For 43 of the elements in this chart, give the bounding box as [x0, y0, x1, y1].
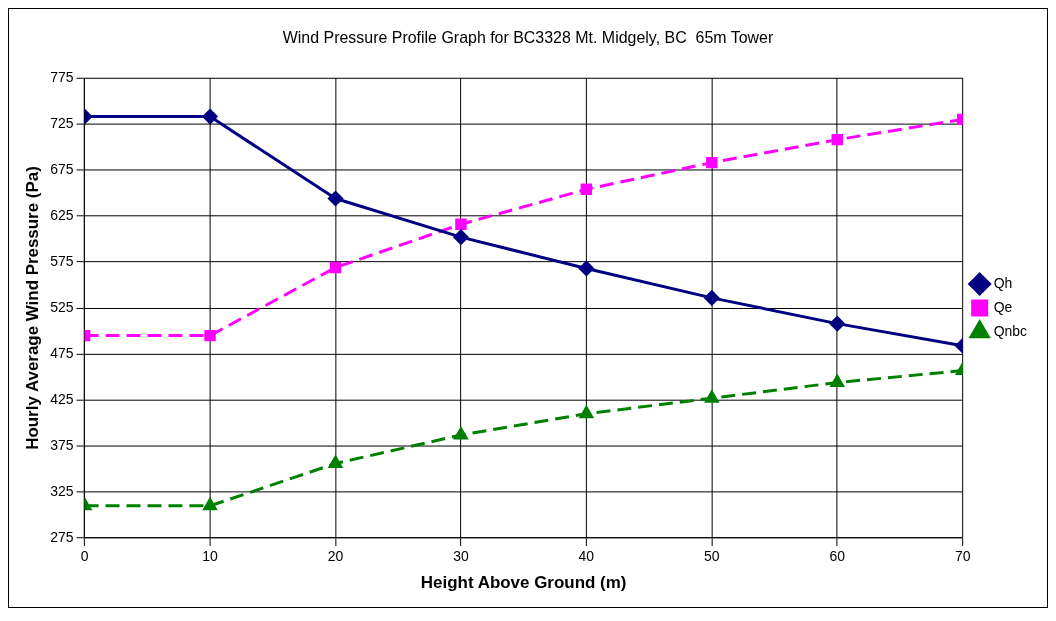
legend-label: Qe [993, 298, 1013, 315]
point [579, 406, 594, 419]
y-tick-label: 725 [50, 114, 74, 131]
x-tick-label: 0 [80, 548, 89, 565]
x-tick-label: 40 [578, 548, 595, 565]
point [829, 316, 845, 332]
point [831, 133, 843, 146]
point [454, 427, 468, 440]
y-tick-label: 775 [50, 68, 74, 85]
point [329, 261, 342, 274]
point [706, 156, 718, 169]
chart-title: Wind Pressure Profile Graph for BC3328 Mt. Midgely, BC 65m Tower [282, 28, 774, 46]
point [203, 498, 217, 511]
legend-label: Qnbc [993, 322, 1028, 339]
point [453, 229, 469, 245]
y-tick-label: 425 [50, 390, 74, 407]
x-tick-label: 60 [829, 548, 846, 565]
y-tick-label: 625 [50, 206, 74, 223]
x-axis-title: Height Above Ground (m) [420, 572, 627, 592]
point [204, 329, 216, 342]
y-tick-label: 475 [50, 344, 74, 361]
point [328, 191, 343, 206]
x-tick-label: 30 [453, 548, 469, 565]
point [705, 390, 719, 403]
legend-label: Qh [993, 274, 1013, 291]
point [202, 109, 218, 125]
y-tick-label: 275 [50, 528, 74, 545]
point [578, 260, 594, 276]
x-tick-label: 10 [202, 548, 219, 565]
y-tick-label: 525 [50, 298, 74, 315]
y-tick-label: 675 [50, 160, 74, 177]
y-tick-label: 325 [50, 482, 74, 499]
y-tick-label: 575 [50, 252, 74, 269]
x-tick-label: 20 [327, 548, 344, 565]
x-tick-label: 70 [954, 548, 971, 565]
point [580, 183, 593, 196]
x-tick-label: 50 [704, 548, 720, 565]
y-tick-label: 375 [50, 436, 74, 453]
point [830, 375, 844, 388]
point [704, 290, 720, 306]
y-axis-title: Hourly Average Wind Pressure (Pa) [22, 166, 42, 450]
point [455, 218, 467, 230]
point [328, 456, 343, 468]
